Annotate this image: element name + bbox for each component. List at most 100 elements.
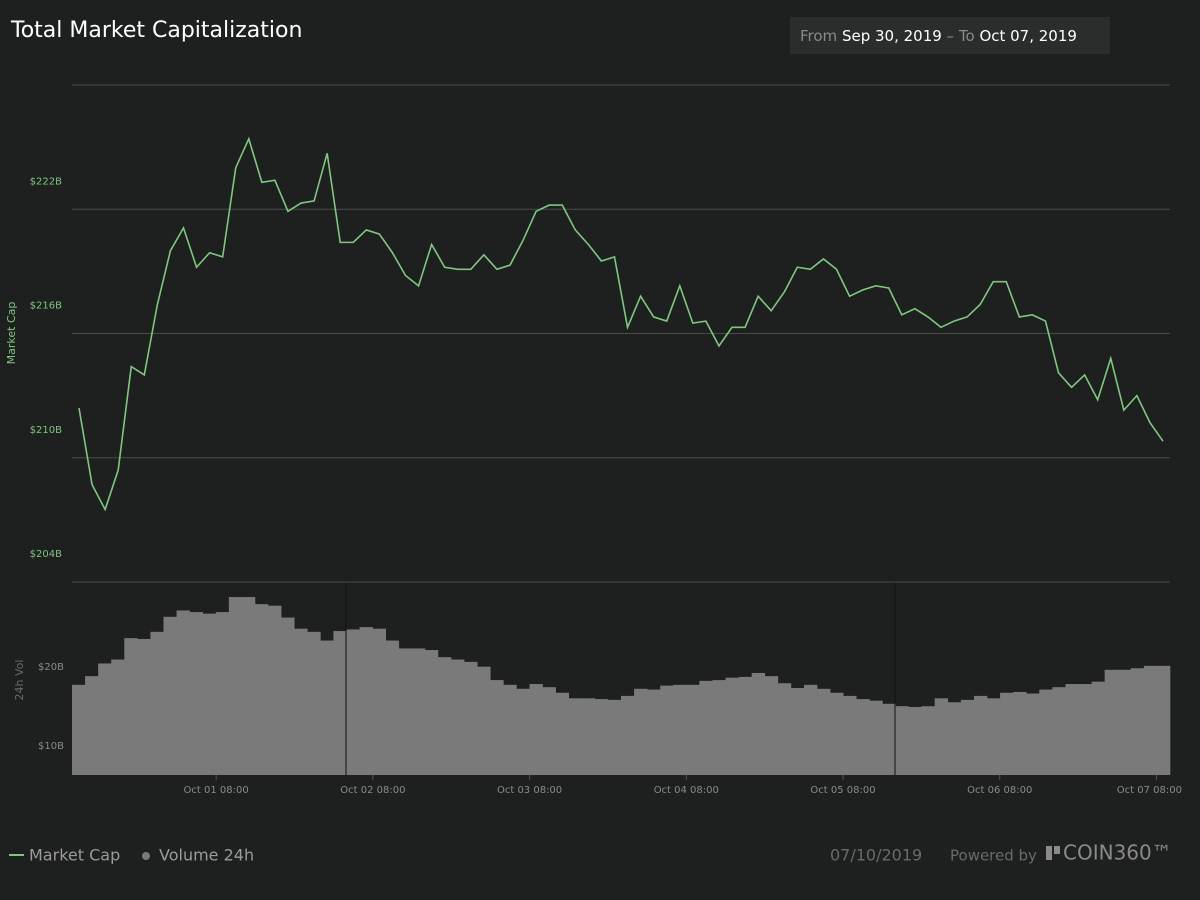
footer-date: 07/10/2019: [830, 846, 922, 865]
legend-entry[interactable]: Market Cap: [29, 846, 120, 865]
volume-bar: [621, 695, 635, 775]
volume-bar: [542, 687, 556, 775]
logo-icon: [1046, 846, 1052, 860]
volume-bar: [908, 706, 922, 775]
x-tick-label: Oct 02 08:00: [340, 785, 405, 796]
separator: –: [947, 27, 955, 45]
market-cap-line: [78, 136, 1164, 512]
volume-bar: [307, 631, 321, 775]
volume-bar: [1052, 687, 1066, 775]
volume-bar: [1065, 684, 1079, 775]
volume-bar: [411, 648, 426, 775]
volume-bar: [764, 676, 779, 775]
volume-bar: [451, 659, 465, 775]
volume-bar: [85, 676, 99, 775]
volume-bar: [72, 684, 86, 775]
x-tick-label: Oct 05 08:00: [810, 785, 875, 796]
volume-bar: [777, 683, 792, 775]
from-date: Sep 30, 2019: [842, 27, 942, 45]
volume-bar: [163, 616, 177, 775]
x-tick-label: Oct 04 08:00: [654, 785, 719, 796]
volume-bar: [333, 631, 347, 775]
volume-bar: [137, 638, 151, 775]
volume-bar: [464, 661, 478, 775]
volume-bar: [372, 628, 387, 775]
volume-bar: [424, 650, 439, 775]
y-tick-label: $204B: [30, 549, 62, 560]
volume-bar: [503, 684, 517, 775]
y-axis-label: Market Cap: [5, 302, 18, 365]
volume-bar: [359, 627, 373, 775]
volume-bar: [568, 698, 583, 775]
volume-bar: [268, 605, 282, 775]
volume-bar: [516, 688, 530, 775]
volume-bar: [843, 695, 857, 775]
volume-bar: [1091, 681, 1105, 775]
volume-bar: [150, 631, 164, 775]
to-label: To: [958, 27, 975, 45]
volume-bar: [934, 698, 949, 775]
volume-bar: [1104, 669, 1119, 775]
volume-bar: [607, 699, 622, 775]
date-range[interactable]: From Sep 30, 2019 – To Oct 07, 2019: [800, 27, 1077, 45]
volume-bar: [725, 677, 739, 775]
volume-bar: [477, 666, 491, 775]
date-range-box[interactable]: [790, 17, 1110, 54]
volume-bar: [529, 684, 543, 775]
volume-bar: [111, 659, 125, 775]
to-date: Oct 07, 2019: [979, 27, 1077, 45]
volume-bar: [960, 699, 975, 775]
volume-bar: [346, 629, 360, 775]
volume-bar: [947, 702, 962, 775]
from-label: From: [800, 27, 837, 45]
volume-bar: [1143, 665, 1158, 775]
volume-bar: [581, 698, 596, 775]
chart-title: Total Market Capitalization: [10, 18, 302, 43]
y-axis-label: 24h Vol: [13, 660, 26, 701]
volume-bar: [987, 698, 1001, 775]
volume-bar: [228, 597, 243, 775]
x-tick-label: Oct 03 08:00: [497, 785, 562, 796]
x-tick-label: Oct 07 08:00: [1117, 785, 1182, 796]
volume-bar: [215, 612, 230, 775]
legend-entry[interactable]: Volume 24h: [159, 846, 254, 865]
volume-bar: [320, 640, 334, 775]
volume-bar: [830, 692, 844, 775]
x-tick-label: Oct 01 08:00: [184, 785, 249, 796]
volume-bar: [176, 610, 190, 775]
volume-bar: [1130, 668, 1145, 775]
volume-bar: [699, 680, 713, 775]
volume-bar: [804, 684, 818, 775]
volume-bar: [294, 628, 308, 775]
volume-bar: [817, 688, 831, 775]
volume-bar: [281, 617, 295, 775]
volume-bar: [673, 684, 687, 775]
volume-bar: [790, 687, 805, 775]
logo-icon: [1054, 846, 1060, 854]
volume-bar: [1156, 665, 1171, 775]
volume-bar: [634, 688, 648, 775]
volume-bar: [660, 685, 674, 775]
volume-bar: [686, 684, 700, 775]
volume-bar: [751, 672, 766, 775]
brand: COIN360™: [1063, 841, 1172, 865]
volume-bar: [1078, 684, 1092, 775]
volume-bar: [869, 700, 883, 775]
volume-bar: [255, 604, 269, 775]
volume-bar: [124, 638, 138, 775]
volume-bar: [647, 689, 661, 775]
volume-bar: [1117, 669, 1132, 775]
x-tick-label: Oct 06 08:00: [967, 785, 1032, 796]
y-tick-label: $216B: [30, 301, 62, 312]
volume-bar: [202, 613, 217, 775]
volume-bar: [490, 680, 504, 775]
volume-bar: [712, 680, 726, 775]
volume-bar: [594, 699, 609, 775]
volume-bar: [921, 706, 936, 775]
y-tick-label: $20B: [38, 662, 64, 673]
volume-bar: [438, 657, 452, 775]
volume-bar: [241, 597, 256, 775]
volume-bar: [1013, 691, 1027, 775]
volume-bar: [882, 703, 896, 775]
